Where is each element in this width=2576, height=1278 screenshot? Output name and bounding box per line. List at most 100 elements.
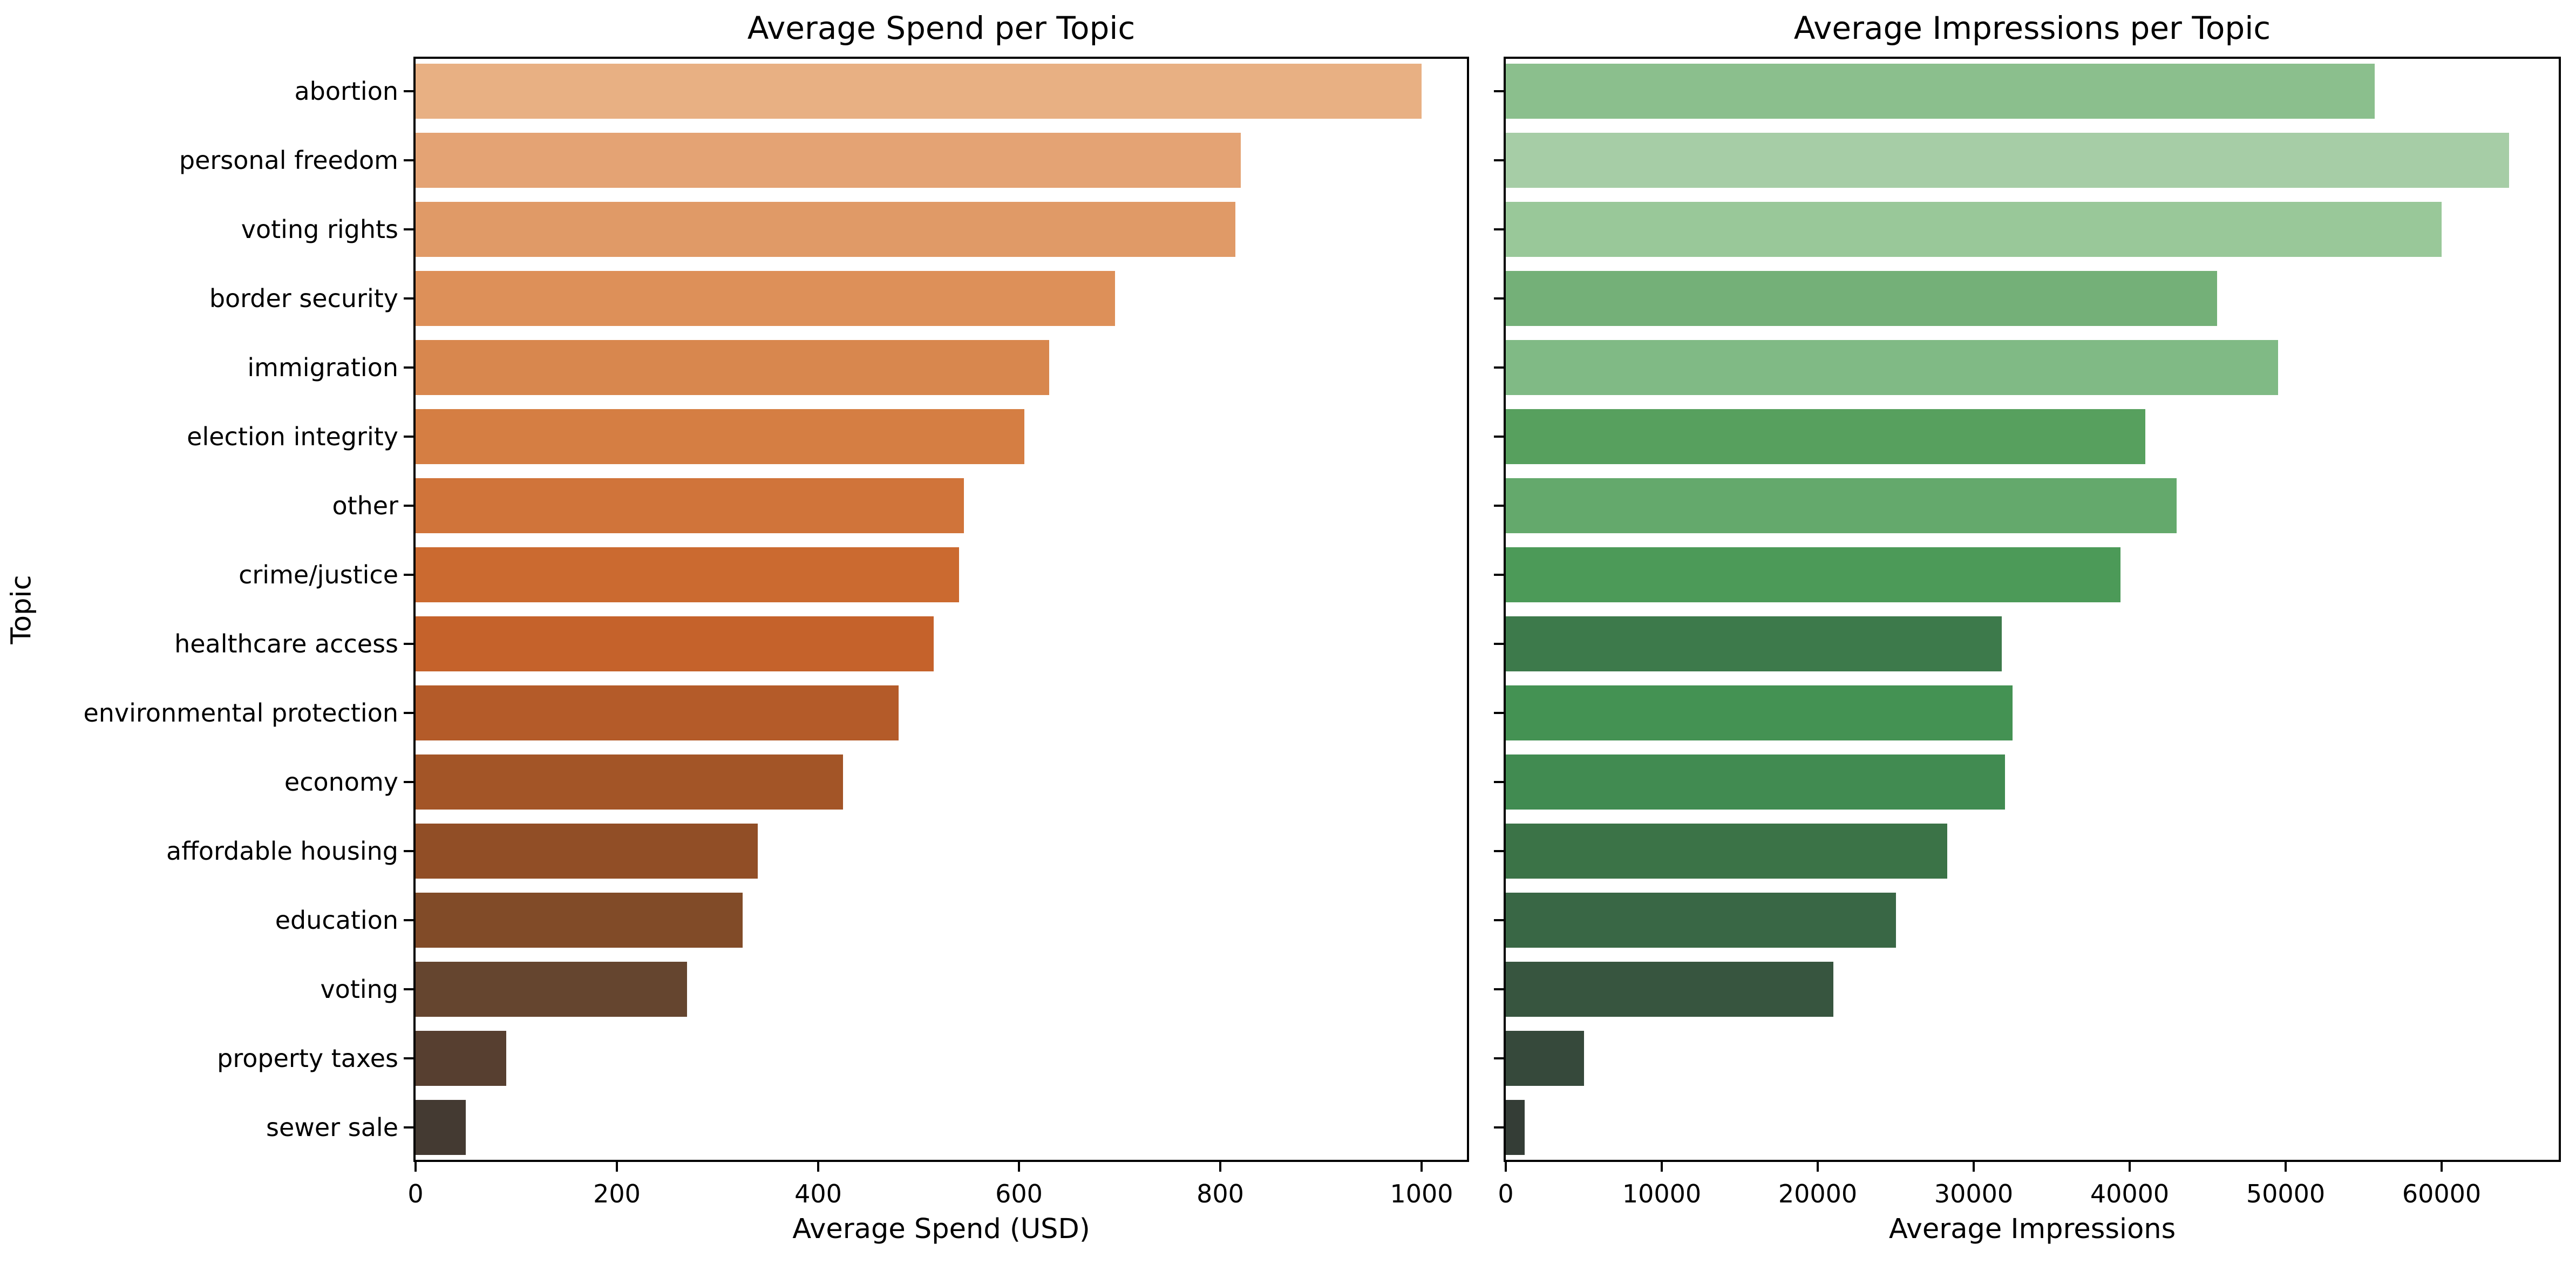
- x-tick-mark: [1219, 1162, 1221, 1172]
- y-tick-mark: [1494, 850, 1504, 852]
- y-tick-mark: [404, 781, 413, 783]
- x-tick-mark: [1973, 1162, 1975, 1172]
- y-tick-mark: [404, 1057, 413, 1059]
- y-tick-mark: [1494, 1126, 1504, 1129]
- impressions-bar-affordable-housing: [1506, 824, 1947, 879]
- spend-bar-other: [416, 478, 964, 533]
- y-tick-mark: [1494, 643, 1504, 645]
- right-chart-title: Average Impressions per Topic: [1793, 10, 2271, 46]
- y-tick-mark: [404, 919, 413, 921]
- y-tick-mark: [1494, 228, 1504, 230]
- y-tick-mark: [404, 643, 413, 645]
- x-tick-mark: [616, 1162, 618, 1172]
- y-tick-mark: [1494, 159, 1504, 161]
- x-tick-mark: [2129, 1162, 2131, 1172]
- x-tick-mark: [817, 1162, 819, 1172]
- y-tick-mark: [1494, 297, 1504, 300]
- y-tick-mark: [1494, 436, 1504, 438]
- topic-label-crime-justice: crime/justice: [239, 560, 398, 589]
- y-tick-mark: [1494, 919, 1504, 921]
- x-tick-label: 200: [593, 1179, 641, 1208]
- impressions-bar-education: [1506, 893, 1896, 948]
- spend-bar-property-taxes: [416, 1031, 506, 1086]
- x-tick-mark: [1420, 1162, 1423, 1172]
- impressions-bar-voting-rights: [1506, 202, 2442, 257]
- x-tick-mark: [1505, 1162, 1507, 1172]
- x-tick-label: 30000: [1934, 1179, 2014, 1208]
- x-tick-mark: [1018, 1162, 1020, 1172]
- spend-bar-voting: [416, 962, 687, 1017]
- spend-bar-education: [416, 893, 743, 948]
- impressions-bar-other: [1506, 478, 2177, 533]
- impressions-bar-personal-freedom: [1506, 133, 2509, 188]
- y-tick-mark: [1494, 712, 1504, 714]
- topic-label-healthcare-access: healthcare access: [174, 629, 398, 658]
- spend-bar-economy: [416, 754, 843, 810]
- x-tick-label: 0: [1498, 1179, 1514, 1208]
- topic-label-sewer-sale: sewer sale: [266, 1113, 398, 1142]
- x-tick-mark: [2285, 1162, 2287, 1172]
- x-tick-label: 20000: [1778, 1179, 1858, 1208]
- x-tick-label: 60000: [2402, 1179, 2482, 1208]
- spend-bar-abortion: [416, 64, 1422, 119]
- y-tick-mark: [1494, 574, 1504, 576]
- topic-label-election-integrity: election integrity: [187, 422, 398, 451]
- impressions-bar-property-taxes: [1506, 1031, 1584, 1086]
- y-tick-mark: [404, 1126, 413, 1129]
- x-tick-label: 600: [995, 1179, 1043, 1208]
- y-tick-mark: [1494, 988, 1504, 990]
- x-tick-mark: [1661, 1162, 1663, 1172]
- y-tick-mark: [404, 850, 413, 852]
- spend-bar-border-security: [416, 271, 1115, 326]
- y-tick-mark: [404, 159, 413, 161]
- spend-bar-voting-rights: [416, 202, 1235, 257]
- y-tick-mark: [404, 988, 413, 990]
- spend-bar-immigration: [416, 340, 1049, 395]
- spend-bar-crime-justice: [416, 547, 959, 602]
- spend-bar-election-integrity: [416, 409, 1024, 464]
- x-tick-label: 400: [794, 1179, 842, 1208]
- impressions-bar-sewer-sale: [1506, 1100, 1525, 1155]
- spend-bar-affordable-housing: [416, 824, 758, 879]
- y-tick-mark: [404, 505, 413, 507]
- impressions-bar-border-security: [1506, 271, 2217, 326]
- topic-label-voting-rights: voting rights: [241, 215, 398, 244]
- impressions-bar-voting: [1506, 962, 1833, 1017]
- x-tick-label: 50000: [2246, 1179, 2326, 1208]
- impressions-bar-immigration: [1506, 340, 2278, 395]
- spend-bar-sewer-sale: [416, 1100, 466, 1155]
- topic-label-voting: voting: [320, 975, 398, 1004]
- topic-label-immigration: immigration: [247, 353, 398, 382]
- impressions-bar-abortion: [1506, 64, 2375, 119]
- topic-label-environmental-protection: environmental protection: [83, 698, 398, 728]
- impressions-bar-crime-justice: [1506, 547, 2120, 602]
- right-x-axis-label: Average Impressions: [1888, 1213, 2176, 1245]
- x-tick-label: 40000: [2090, 1179, 2170, 1208]
- left-chart-title: Average Spend per Topic: [747, 10, 1136, 46]
- spend-bar-personal-freedom: [416, 133, 1241, 188]
- topic-label-property-taxes: property taxes: [217, 1044, 398, 1073]
- topic-label-border-security: border security: [209, 284, 398, 313]
- impressions-bar-environmental-protection: [1506, 685, 2013, 740]
- impressions-bar-healthcare-access: [1506, 616, 2002, 671]
- spend-bar-environmental-protection: [416, 685, 899, 740]
- y-tick-mark: [404, 366, 413, 369]
- topic-label-other: other: [332, 491, 398, 520]
- y-tick-mark: [404, 228, 413, 230]
- y-tick-mark: [404, 90, 413, 92]
- x-tick-label: 10000: [1622, 1179, 1702, 1208]
- y-tick-mark: [404, 436, 413, 438]
- x-tick-label: 1000: [1390, 1179, 1453, 1208]
- y-tick-mark: [1494, 1057, 1504, 1059]
- y-tick-mark: [404, 712, 413, 714]
- impressions-bar-election-integrity: [1506, 409, 2145, 464]
- x-tick-label: 0: [407, 1179, 424, 1208]
- x-tick-mark: [2441, 1162, 2443, 1172]
- impressions-bar-economy: [1506, 754, 2005, 810]
- left-x-axis-label: Average Spend (USD): [792, 1213, 1090, 1245]
- x-tick-label: 800: [1197, 1179, 1244, 1208]
- topic-label-economy: economy: [284, 767, 398, 797]
- right-chart-plot-area: [1504, 57, 2561, 1162]
- y-tick-mark: [1494, 90, 1504, 92]
